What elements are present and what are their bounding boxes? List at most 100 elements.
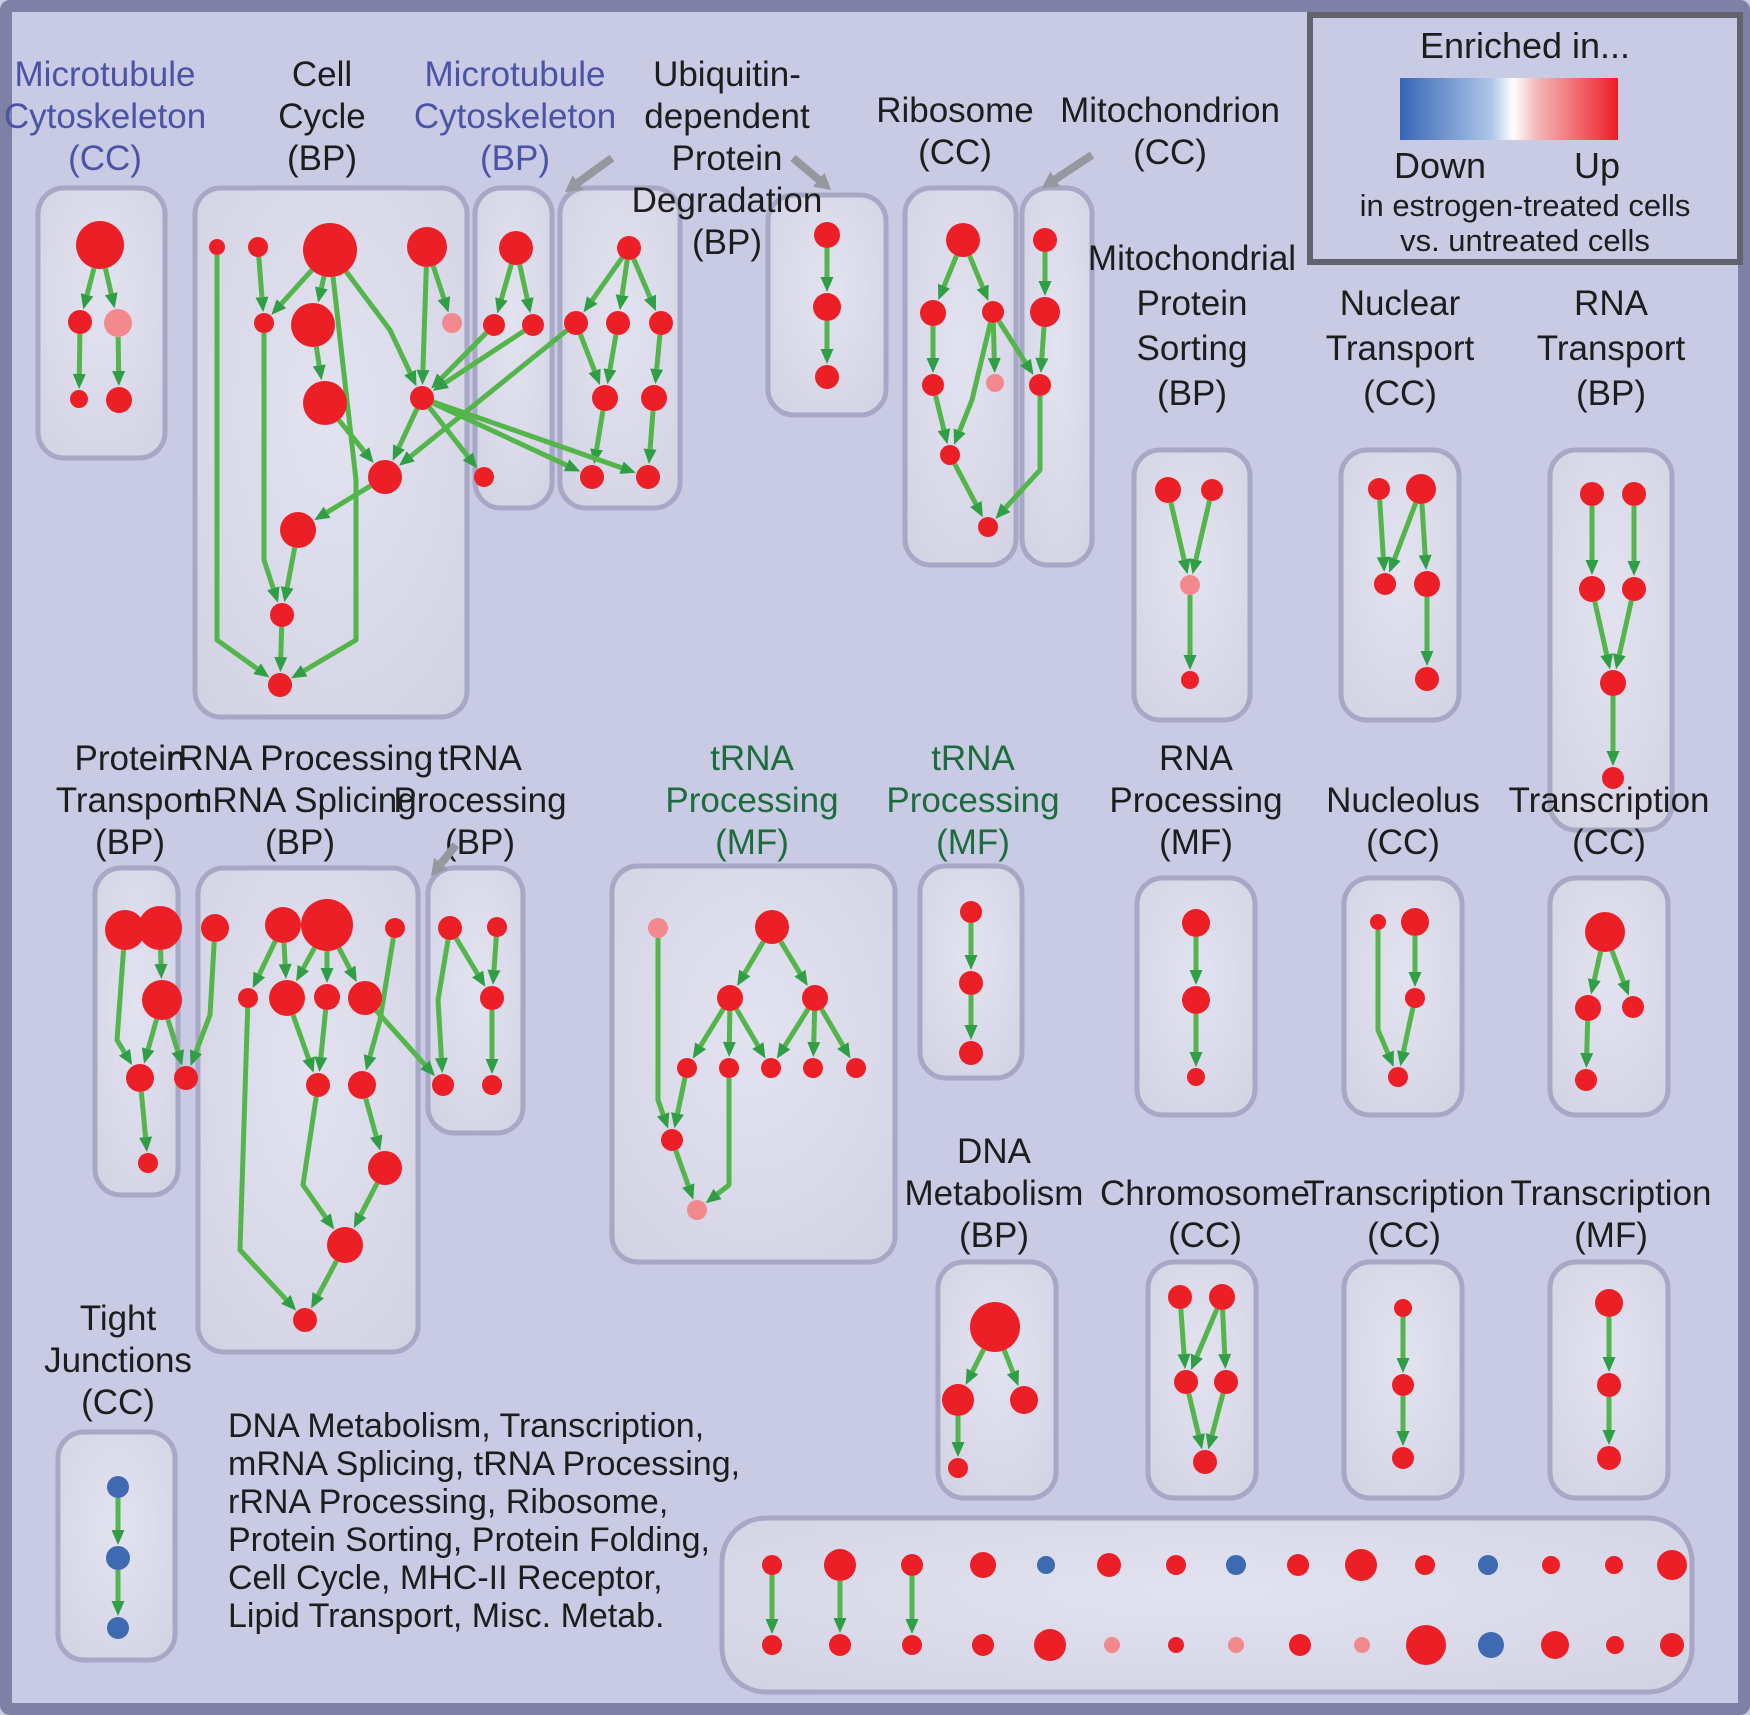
edge-ribosome-rr-rp-arrowhead <box>987 357 1001 374</box>
node-misc_strip-t11 <box>1478 1555 1498 1575</box>
ubiquitin-left-pointer-head <box>565 175 584 192</box>
node-misc_strip-b4 <box>1034 1629 1066 1661</box>
edge-cell_cycle-l-m <box>278 626 285 658</box>
edge-cell_cycle-k-l <box>284 547 298 588</box>
edge-rrna-m4-to-trna_bp-bl <box>374 1008 427 1067</box>
node-trans_cc2-l <box>1575 995 1601 1021</box>
node-misc_strip-b0 <box>762 1635 782 1655</box>
edge-cell_cycle-a-m <box>214 255 259 671</box>
edge-trna_mf1-pt-low-arrowhead <box>656 1112 670 1129</box>
legend-subtitle-line1: in estrogen-treated cells <box>1360 188 1691 223</box>
edge-nucleolus-b-m-arrowhead <box>1408 972 1422 987</box>
node-mt_bp-c2 <box>522 314 544 336</box>
edge-chromosome-ml-bt <box>1186 1393 1201 1436</box>
node-rna_transport-low <box>1600 670 1626 696</box>
node-trans_cc2-r <box>1622 996 1644 1018</box>
group-label-trna_bp-line3: (BP) <box>445 823 515 862</box>
edge-protein_transport-m-l2 <box>165 1018 181 1052</box>
node-mt_cc-mr <box>104 309 132 337</box>
node-ubiq1-r2c <box>649 311 673 335</box>
edge-tight_junctions-n1-n2-arrowhead <box>111 1530 125 1545</box>
edge-cell_cycle-h-to-ubiq1-b1 <box>431 400 568 468</box>
node-misc_strip-t1 <box>824 1549 856 1581</box>
node-misc_strip-b1 <box>829 1634 851 1656</box>
layer-nodes <box>68 221 1687 1665</box>
edge-mt_cc-top-ml <box>84 267 97 296</box>
group-label-trans_mf3-line2: (MF) <box>1574 1216 1648 1255</box>
node-protein_transport-b2 <box>138 906 182 950</box>
edge-ubiq1-r3b-b2-arrowhead <box>643 448 657 465</box>
edge-protein_transport-l1-bot <box>138 1091 149 1138</box>
group-label-trans_cc3-line1: Transcription <box>1304 1174 1505 1213</box>
edge-mito-mm-mr-arrowhead <box>1035 357 1049 374</box>
edge-trna_mf1-mr-r3-arrowhead <box>776 1042 791 1059</box>
node-misc_strip-t14 <box>1657 1550 1687 1580</box>
group-box-ubiq1 <box>557 185 683 511</box>
edge-chromosome-tl-ml <box>1178 1308 1187 1355</box>
edge-mito-mr-to-ribosome-rbot-arrowhead <box>995 503 1011 519</box>
edge-ubiq1-t-r2c <box>631 258 653 299</box>
edge-ubiq1-r2b-r3a-arrowhead <box>603 368 617 385</box>
node-ubiq1-r3a <box>592 385 618 411</box>
edge-mito_sorting-p-b-arrowhead <box>1183 655 1197 670</box>
edge-trna_mf1-ml-r3-arrowhead <box>752 1042 766 1059</box>
group-label-rna_proc-line1: RNA <box>1159 739 1234 778</box>
edge-trans_cc3-n2-n3-arrowhead <box>1396 1431 1410 1446</box>
edge-ribosome-rlow-rbot <box>952 462 979 506</box>
edge-trans_cc2-big-r-arrowhead <box>1617 979 1630 996</box>
node-trna_mf2-n1 <box>960 901 982 923</box>
edge-ribosome-rlow-rbot-arrowhead <box>970 500 983 518</box>
edge-trna_mf1-top-ml-arrowhead <box>737 969 751 986</box>
edge-rrna-t1-to-protein_transport-l2 <box>193 941 217 1053</box>
edge-cell_cycle-h-j-arrowhead <box>392 444 405 461</box>
edge-mt_bp-top-c2 <box>517 264 530 300</box>
edge-rrna-m1-bot-arrowhead <box>281 1295 297 1311</box>
edge-rna_transport-tr-mr-arrowhead <box>1627 561 1641 576</box>
edge-nuclear-tr-ml <box>1392 502 1419 560</box>
group-label-cell_cycle-line2: Cycle <box>278 97 366 136</box>
node-nuclear-ml <box>1374 573 1396 595</box>
group-label-tight_junctions-line1: Tight <box>80 1299 157 1338</box>
node-trans_mf3-n2 <box>1597 1373 1621 1397</box>
node-trans_cc2-bt <box>1575 1069 1597 1091</box>
node-misc_strip-b8 <box>1289 1634 1311 1656</box>
node-trans_mf3-n3 <box>1597 1446 1621 1470</box>
node-trna_bp-tl <box>438 916 462 940</box>
node-misc_strip-b12 <box>1541 1631 1569 1659</box>
group-label-ubiq1-line4: Degradation <box>632 181 823 220</box>
edge-cell_cycle-a-m-arrowhead <box>253 663 270 678</box>
edge-mito-mm-mr <box>1039 326 1047 359</box>
edge-trna_mf1-ml-r1 <box>698 1007 726 1048</box>
edge-trans_cc2-big-l-arrowhead <box>1587 978 1601 995</box>
node-misc_strip-t9 <box>1345 1549 1377 1581</box>
group-box-trans_cc2 <box>1547 875 1671 1118</box>
edge-rrna-t2-m2-arrowhead <box>278 963 292 980</box>
node-cell_cycle-m <box>268 673 292 697</box>
group-label-mt_cc-line2: Cytoskeleton <box>4 97 206 136</box>
node-cell_cycle-i <box>303 381 347 425</box>
edge-nucleolus-m-bt <box>1401 1007 1416 1053</box>
node-ubiq1-b2 <box>636 465 660 489</box>
group-label-ubiq1-line1: Ubiquitin- <box>653 55 801 94</box>
node-dna_met-big <box>970 1302 1020 1352</box>
node-mt_bp-top <box>499 231 533 265</box>
edge-trna_mf1-ml-r1-arrowhead <box>692 1042 707 1059</box>
node-trna_mf1-ml <box>717 985 743 1011</box>
edge-mt_bp-top-c1 <box>499 263 514 300</box>
edge-nucleolus-s-bt <box>1375 930 1391 1055</box>
edge-ribosome-rt-rr <box>967 254 985 289</box>
edge-cell_cycle-h-to-ubiq1-b2-arrowhead <box>619 461 636 474</box>
node-ubiq1-r3b <box>641 385 667 411</box>
edge-cell_cycle-c-h <box>344 270 413 374</box>
group-label-ubiq1-line3: Protein <box>672 139 783 178</box>
edge-mt_cc-ml-bl-arrowhead <box>72 373 86 390</box>
edge-cell_cycle-l-m-arrowhead <box>274 656 288 673</box>
edge-cell_cycle-h-to-ubiq1-b1-arrowhead <box>563 459 581 472</box>
edge-nuclear-tr-mr-arrowhead <box>1418 554 1432 571</box>
edge-cell_cycle-d-h <box>420 266 429 371</box>
edge-rrna-t4-low2-arrowhead <box>363 1054 377 1071</box>
edge-ubiq2-u2-u3-arrowhead <box>820 349 834 364</box>
misc-category-text-line5: Cell Cycle, MHC-II Receptor, <box>228 1559 663 1597</box>
group-box-mt_cc <box>35 185 168 461</box>
group-label-rna_transport-line1: RNA <box>1574 284 1649 323</box>
